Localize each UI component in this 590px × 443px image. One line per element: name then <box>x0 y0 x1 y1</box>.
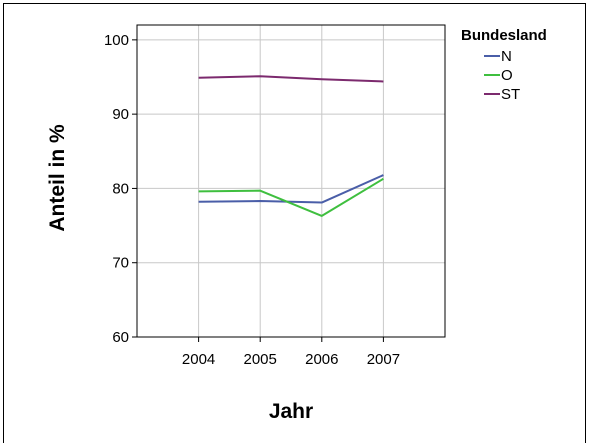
plot-background <box>137 25 445 337</box>
x-axis-title: Jahr <box>269 400 313 423</box>
plot-border <box>136 24 446 338</box>
legend-label-o: O <box>501 67 513 84</box>
y-tick-label: 90 <box>112 106 129 123</box>
legend-label-n: N <box>501 48 512 65</box>
legend-label-st: ST <box>501 86 520 103</box>
y-axis-title: Anteil in % <box>46 124 69 232</box>
x-tick-label: 2006 <box>305 351 338 368</box>
x-tick-label: 2004 <box>182 351 215 368</box>
y-tick-label: 80 <box>112 180 129 197</box>
series-line-n <box>198 174 384 204</box>
x-tick-label: 2007 <box>367 351 400 368</box>
series-line-o <box>198 177 384 217</box>
y-tick-label: 70 <box>112 255 129 272</box>
x-tick-label: 2005 <box>244 351 277 368</box>
y-tick-label: 60 <box>112 329 129 346</box>
series-line-st <box>198 75 384 83</box>
y-tick-label: 100 <box>104 32 129 49</box>
plot-area: 60 70 80 90 100 2004 2005 2006 2007 <box>104 24 446 368</box>
legend: NO ST <box>484 48 520 103</box>
legend-title: Bundesland <box>461 27 547 44</box>
